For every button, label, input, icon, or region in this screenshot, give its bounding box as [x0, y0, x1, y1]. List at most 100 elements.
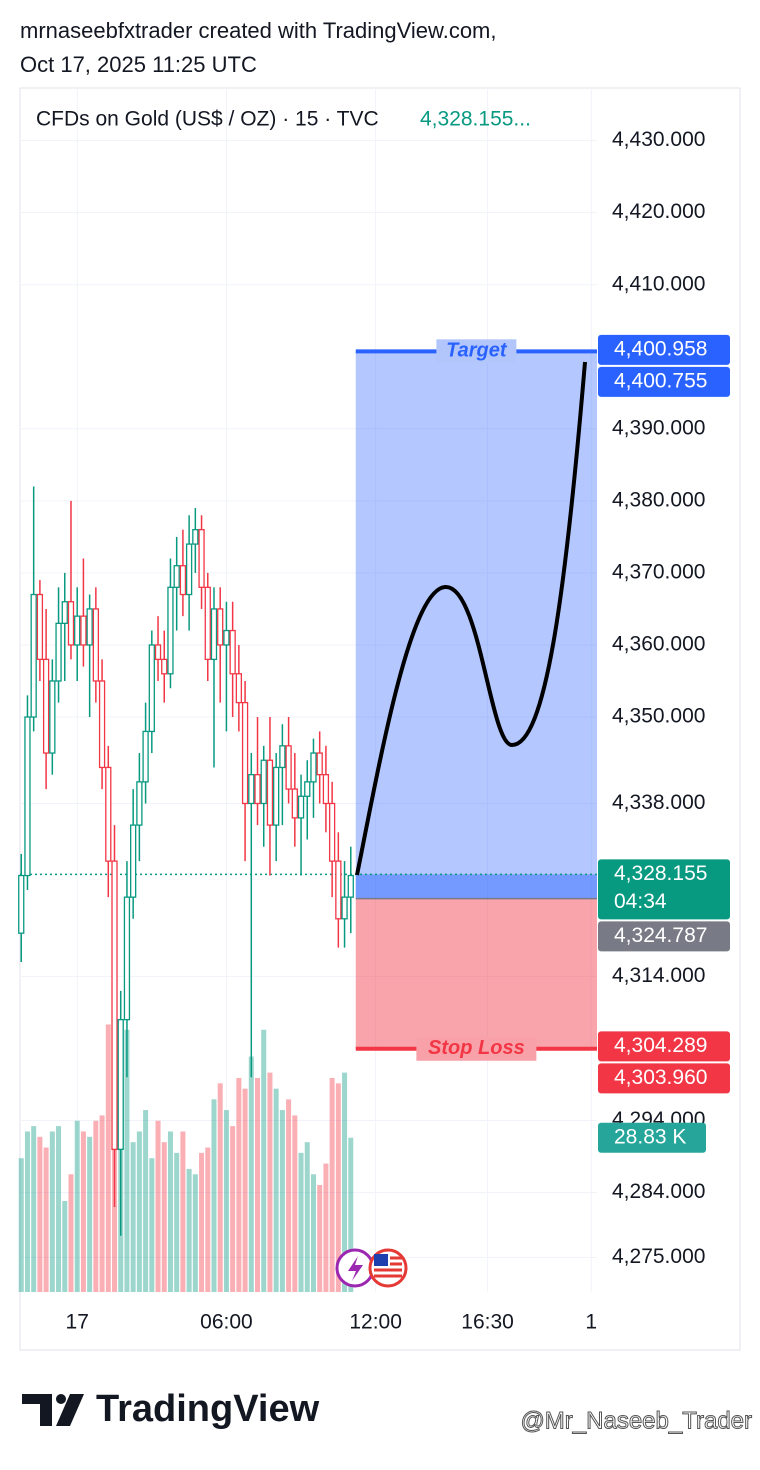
- candle-body: [117, 1018, 124, 1150]
- volume-bar: [248, 1056, 254, 1292]
- volume-bar: [223, 1110, 229, 1292]
- y-tick-label: 4,360.000: [612, 633, 705, 656]
- price-tag: [598, 921, 730, 952]
- price-tag-label: 4,324.787: [614, 924, 707, 947]
- last-price: 4,328.155...: [420, 108, 531, 131]
- price-tag-label: 4,328.155: [614, 862, 707, 885]
- volume-bar: [267, 1072, 273, 1292]
- volume-bar: [161, 1142, 167, 1292]
- volume-bar: [236, 1077, 242, 1292]
- candle-body: [254, 774, 261, 805]
- candle-body: [204, 586, 211, 661]
- price-tag-label: 4,304.289: [614, 1034, 707, 1057]
- x-tick-label: 17: [66, 1311, 89, 1334]
- volume-bar: [80, 1131, 86, 1292]
- y-tick-label: 4,430.000: [612, 128, 705, 151]
- volume-bar: [230, 1126, 236, 1292]
- y-tick-label: 4,420.000: [612, 200, 705, 223]
- candle-body: [173, 565, 180, 588]
- volume-bar: [143, 1110, 149, 1292]
- candle-body: [341, 896, 348, 920]
- volume-bar: [310, 1174, 316, 1292]
- volume-bar: [286, 1099, 292, 1292]
- brand-logo: [22, 1394, 84, 1426]
- candle-body: [241, 701, 249, 805]
- candle-body: [223, 629, 230, 646]
- price-tag: [598, 1063, 730, 1094]
- candle-body: [36, 593, 44, 661]
- volume-bar: [49, 1131, 55, 1292]
- volume-bar: [205, 1147, 211, 1292]
- open-profit: [355, 874, 597, 899]
- x-tick-label: 16:30: [461, 1311, 514, 1334]
- candle-body: [30, 593, 37, 718]
- y-tick-label: 4,390.000: [612, 416, 705, 439]
- candle-body: [266, 759, 274, 826]
- candle-body: [42, 658, 50, 754]
- candle-body: [229, 629, 236, 675]
- volume-bar: [323, 1163, 329, 1292]
- candle-body: [322, 774, 330, 805]
- stop-zone: [355, 898, 597, 1049]
- volume-bar: [24, 1131, 30, 1292]
- watermark: @Mr_Naseeb_Trader: [520, 1407, 752, 1434]
- volume-tag-label: 28.83 K: [614, 1125, 686, 1148]
- price-tag-label: 4,303.960: [614, 1066, 707, 1089]
- volume-bar: [348, 1137, 354, 1292]
- volume-bar: [74, 1120, 80, 1292]
- drawn-path: [355, 361, 587, 876]
- x-tick-label: 12:00: [349, 1311, 402, 1334]
- candle-body: [291, 788, 298, 819]
- volume-bar: [87, 1136, 93, 1292]
- volume-bar: [186, 1168, 192, 1292]
- candle-body: [198, 529, 205, 588]
- header-line: mrnaseebfxtrader created with TradingVie…: [20, 18, 497, 43]
- y-tick-label: 4,314.000: [612, 964, 705, 987]
- volume-bar: [149, 1158, 155, 1292]
- candle-body: [130, 824, 137, 898]
- candle-body: [98, 680, 106, 769]
- candle-body: [185, 543, 193, 596]
- price-tag: [598, 366, 730, 397]
- candle-body: [217, 608, 224, 646]
- volume-bar: [292, 1115, 298, 1292]
- y-tick-label: 4,370.000: [612, 560, 705, 583]
- chart-frame: [19, 87, 741, 1351]
- volume-bar: [242, 1088, 248, 1292]
- volume-bar: [68, 1174, 74, 1292]
- y-tick-label: 4,410.000: [612, 272, 705, 295]
- volume-bar: [56, 1126, 62, 1292]
- volume-tag: [598, 1122, 706, 1153]
- candle-body: [248, 774, 255, 805]
- y-tick-label: 4,275.000: [612, 1245, 705, 1268]
- volume-bar: [317, 1184, 323, 1292]
- volume-bar: [37, 1136, 43, 1292]
- candle-body: [24, 716, 31, 877]
- volume-bar: [105, 1024, 111, 1292]
- candle-body: [67, 601, 75, 646]
- candle-body: [154, 644, 162, 661]
- volume-bar: [217, 1083, 223, 1292]
- candle-body: [335, 860, 342, 920]
- price-tag: [598, 1031, 730, 1062]
- volume-bar: [174, 1152, 180, 1292]
- volume-bar: [31, 1126, 37, 1292]
- candle-body: [260, 759, 267, 805]
- candle-body: [328, 802, 336, 862]
- candle-body: [136, 781, 143, 826]
- candle-body: [148, 644, 155, 733]
- candle-body: [105, 766, 112, 862]
- candle-body: [49, 680, 56, 754]
- candle-body: [316, 752, 323, 776]
- volume-bar: [211, 1099, 217, 1292]
- volume-bar: [192, 1174, 198, 1292]
- candle-body: [123, 896, 131, 1021]
- target-label: Target: [446, 340, 508, 362]
- volume-bar: [93, 1120, 99, 1292]
- volume-bar: [62, 1201, 68, 1292]
- candle-body: [55, 622, 62, 682]
- candle-body: [273, 766, 280, 826]
- candle-body: [167, 586, 174, 675]
- volume-bar: [279, 1110, 285, 1292]
